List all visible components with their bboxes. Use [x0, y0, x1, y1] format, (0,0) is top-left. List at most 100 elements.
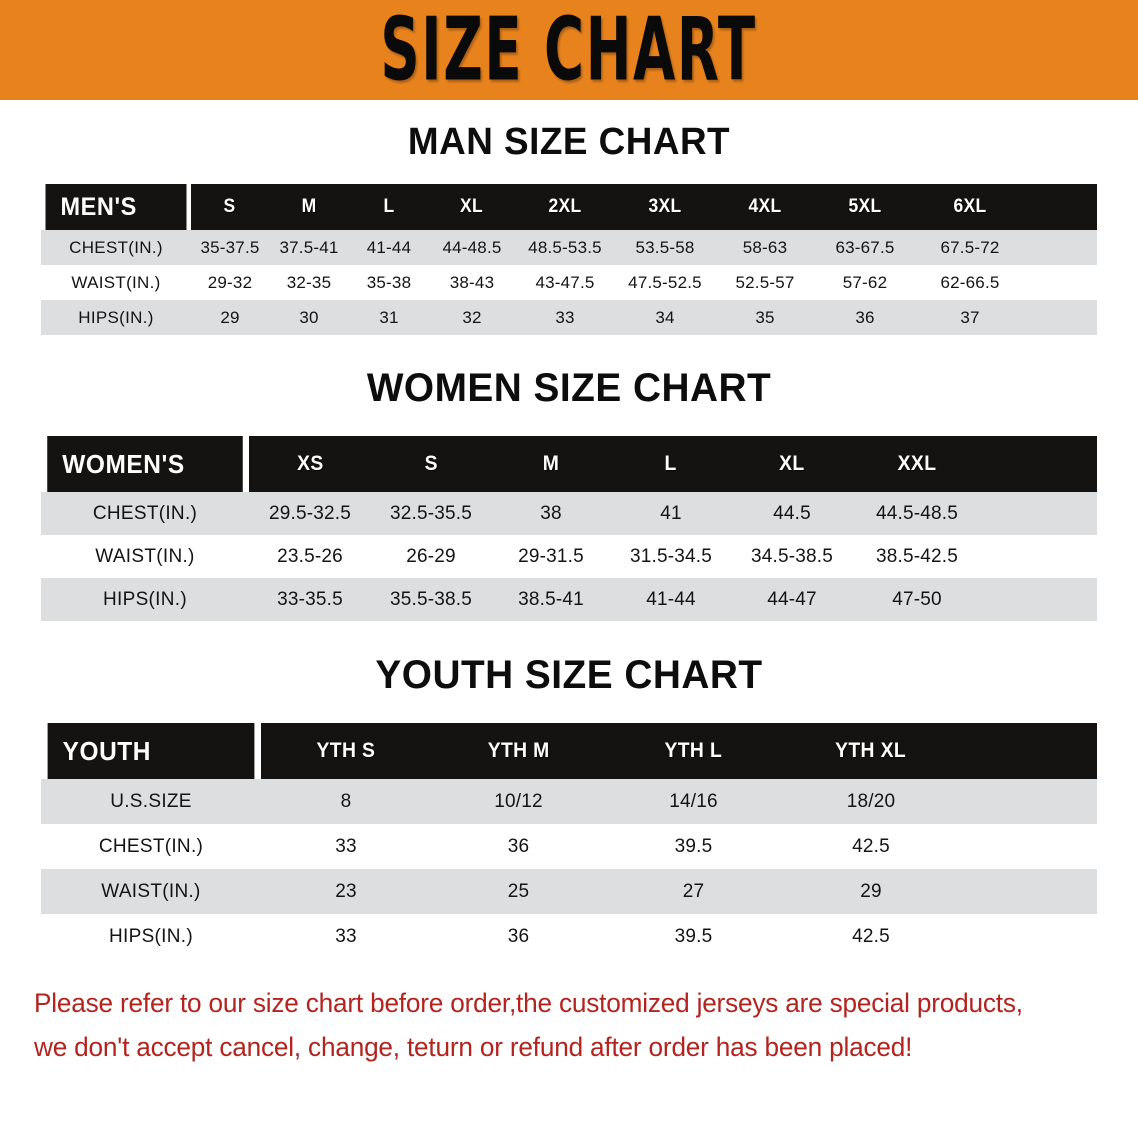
table-cell: 36: [431, 914, 606, 959]
women-col-header-3: L: [611, 436, 731, 492]
table-cell: 32.5-35.5: [371, 492, 491, 535]
table-cell-spacer: [981, 535, 1097, 578]
youth-row-label-2: WAIST(IN.): [41, 869, 261, 914]
table-cell: 44.5: [731, 492, 853, 535]
table-cell: 43-47.5: [515, 265, 615, 300]
table-cell: 29: [191, 300, 269, 335]
youth-row-label-1: CHEST(IN.): [41, 824, 261, 869]
table-cell: 33: [515, 300, 615, 335]
women-size-section: WOMEN SIZE CHART WOMEN'S XS S M L XL XXL: [0, 368, 1138, 621]
table-cell: 34: [615, 300, 715, 335]
table-row: CHEST(IN.) 33 36 39.5 42.5: [41, 824, 1097, 869]
man-col-header-6: 4XL: [715, 184, 815, 230]
table-cell: 29-31.5: [491, 535, 611, 578]
table-cell: 32-35: [269, 265, 349, 300]
table-cell: 31: [349, 300, 429, 335]
table-cell: 58-63: [715, 230, 815, 265]
table-cell: 8: [261, 779, 431, 824]
women-row-label-0: CHEST(IN.): [41, 492, 249, 535]
youth-col-header-0: YTH S: [261, 723, 431, 779]
table-cell-spacer: [961, 869, 1097, 914]
table-cell: 18/20: [781, 779, 961, 824]
table-cell: 47.5-52.5: [615, 265, 715, 300]
man-col-header-spacer: [1025, 184, 1097, 230]
table-row: WAIST(IN.) 23.5-26 26-29 29-31.5 31.5-34…: [41, 535, 1097, 578]
youth-col-header-1: YTH M: [431, 723, 606, 779]
table-row: WAIST(IN.) 29-32 32-35 35-38 38-43 43-47…: [41, 265, 1097, 300]
table-cell-spacer: [961, 779, 1097, 824]
table-cell: 39.5: [606, 914, 781, 959]
table-row: CHEST(IN.) 35-37.5 37.5-41 41-44 44-48.5…: [41, 230, 1097, 265]
women-table-wrap: WOMEN'S XS S M L XL XXL CHEST(IN.) 29.5-…: [41, 436, 1097, 621]
table-cell: 62-66.5: [915, 265, 1025, 300]
women-col-header-4: XL: [731, 436, 853, 492]
man-section-title: MAN SIZE CHART: [407, 121, 731, 163]
table-cell: 38.5-41: [491, 578, 611, 621]
table-cell: 14/16: [606, 779, 781, 824]
table-row: WAIST(IN.) 23 25 27 29: [41, 869, 1097, 914]
youth-col-header-spacer: [961, 723, 1097, 779]
man-col-header-1: M: [269, 184, 349, 230]
table-cell: 57-62: [815, 265, 915, 300]
table-cell: 35-37.5: [191, 230, 269, 265]
table-cell: 53.5-58: [615, 230, 715, 265]
table-cell: 44.5-48.5: [853, 492, 981, 535]
table-cell: 41-44: [611, 578, 731, 621]
youth-table-wrap: YOUTH YTH S YTH M YTH L YTH XL U.S.SIZE …: [41, 723, 1097, 959]
man-row-label-0: CHEST(IN.): [41, 230, 191, 265]
table-cell: 35: [715, 300, 815, 335]
youth-corner-label: YOUTH: [47, 723, 255, 779]
table-cell: 33: [261, 824, 431, 869]
man-col-header-4: 2XL: [515, 184, 615, 230]
order-policy-disclaimer: Please refer to our size chart before or…: [34, 981, 1072, 1069]
women-table-header-row: WOMEN'S XS S M L XL XXL: [41, 436, 1097, 492]
youth-size-section: YOUTH SIZE CHART YOUTH YTH S YTH M YTH L…: [0, 655, 1138, 959]
table-cell: 29.5-32.5: [249, 492, 371, 535]
youth-col-header-3: YTH XL: [781, 723, 961, 779]
man-col-header-5: 3XL: [615, 184, 715, 230]
women-col-header-5: XXL: [853, 436, 981, 492]
table-cell: 39.5: [606, 824, 781, 869]
page-title: SIZE CHART: [380, 0, 758, 101]
table-cell-spacer: [981, 578, 1097, 621]
table-cell: 38.5-42.5: [853, 535, 981, 578]
table-cell: 47-50: [853, 578, 981, 621]
man-col-header-7: 5XL: [815, 184, 915, 230]
table-cell: 23.5-26: [249, 535, 371, 578]
youth-table-header-row: YOUTH YTH S YTH M YTH L YTH XL: [41, 723, 1097, 779]
women-size-table: WOMEN'S XS S M L XL XXL CHEST(IN.) 29.5-…: [41, 436, 1097, 621]
table-row: HIPS(IN.) 29 30 31 32 33 34 35 36 37: [41, 300, 1097, 335]
table-cell: 41: [611, 492, 731, 535]
table-cell: 23: [261, 869, 431, 914]
table-cell: 26-29: [371, 535, 491, 578]
man-col-header-2: L: [349, 184, 429, 230]
women-corner-label: WOMEN'S: [47, 436, 243, 492]
table-cell: 44-48.5: [429, 230, 515, 265]
youth-section-title: YOUTH SIZE CHART: [375, 653, 763, 697]
table-cell: 42.5: [781, 824, 961, 869]
table-cell-spacer: [1025, 300, 1097, 335]
table-cell: 48.5-53.5: [515, 230, 615, 265]
table-cell: 38: [491, 492, 611, 535]
table-cell-spacer: [961, 914, 1097, 959]
table-cell: 38-43: [429, 265, 515, 300]
disclaimer-line-1: Please refer to our size chart before or…: [34, 988, 1023, 1018]
man-table-header-row: MEN'S S M L XL 2XL 3XL 4XL 5XL 6XL: [41, 184, 1097, 230]
table-cell: 33-35.5: [249, 578, 371, 621]
man-row-label-1: WAIST(IN.): [41, 265, 191, 300]
women-row-label-1: WAIST(IN.): [41, 535, 249, 578]
table-cell: 36: [815, 300, 915, 335]
table-cell: 35-38: [349, 265, 429, 300]
table-row: U.S.SIZE 8 10/12 14/16 18/20: [41, 779, 1097, 824]
table-cell: 25: [431, 869, 606, 914]
table-cell: 34.5-38.5: [731, 535, 853, 578]
table-cell: 29-32: [191, 265, 269, 300]
women-col-header-1: S: [371, 436, 491, 492]
women-col-header-2: M: [491, 436, 611, 492]
women-col-header-0: XS: [249, 436, 371, 492]
man-size-section: MAN SIZE CHART MEN'S S M L XL 2XL 3XL: [0, 122, 1138, 335]
table-cell-spacer: [961, 824, 1097, 869]
table-cell: 36: [431, 824, 606, 869]
table-cell: 67.5-72: [915, 230, 1025, 265]
man-col-header-8: 6XL: [915, 184, 1025, 230]
